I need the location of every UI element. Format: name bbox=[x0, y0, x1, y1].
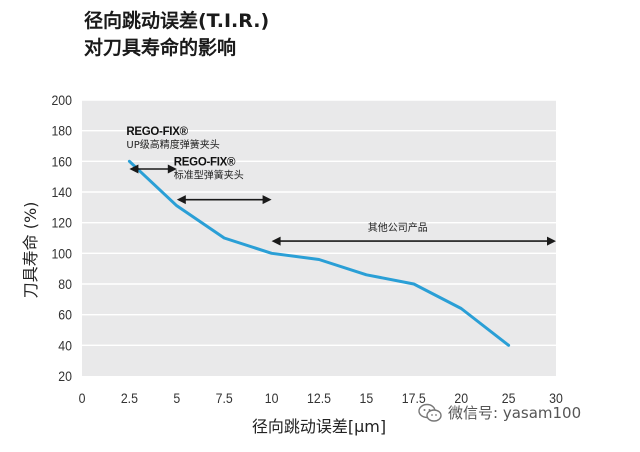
y-tick-label: 160 bbox=[51, 154, 72, 170]
x-axis-label: 径向跳动误差[μm] bbox=[252, 417, 386, 436]
range-arrow-left bbox=[129, 164, 139, 174]
y-tick-label: 140 bbox=[51, 184, 72, 200]
x-tick-label: 2.5 bbox=[121, 390, 138, 406]
annotation-label: 其他公司产品 bbox=[368, 221, 428, 234]
x-tick-label: 17.5 bbox=[402, 390, 426, 406]
x-tick-label: 20 bbox=[454, 390, 468, 406]
y-tick-label: 60 bbox=[58, 307, 72, 323]
plot-background bbox=[82, 100, 556, 376]
x-tick-label: 12.5 bbox=[307, 390, 331, 406]
x-tick-label: 10 bbox=[265, 390, 279, 406]
y-tick-label: 120 bbox=[51, 215, 72, 231]
x-tick-label: 5 bbox=[173, 390, 180, 406]
annotation-label: 标准型弹簧夹头 bbox=[174, 169, 244, 182]
x-tick-label: 0 bbox=[79, 390, 86, 406]
y-tick-label: 100 bbox=[51, 246, 72, 262]
chart-title-line-1: 径向跳动误差(T.I.R.) bbox=[84, 10, 270, 32]
range-arrow-right bbox=[262, 195, 272, 205]
range-arrow-left bbox=[271, 236, 281, 246]
y-tick-label: 80 bbox=[58, 276, 72, 292]
range-arrow-left bbox=[176, 195, 186, 205]
range-arrow-right bbox=[547, 236, 556, 246]
y-tick-label: 200 bbox=[51, 92, 72, 108]
y-tick-label: 40 bbox=[58, 338, 72, 354]
y-tick-label: 180 bbox=[51, 123, 72, 139]
y-tick-label: 20 bbox=[58, 368, 72, 384]
y-axis-label: 刀具寿命 (%) bbox=[21, 202, 40, 299]
chart-title: 径向跳动误差(T.I.R.) 对刀具寿命的影响 bbox=[84, 8, 269, 62]
brand-label: REGO-FIX® bbox=[126, 126, 188, 138]
x-tick-label: 15 bbox=[360, 390, 374, 406]
brand-label: REGO-FIX® bbox=[174, 157, 236, 169]
wechat-icon bbox=[418, 403, 442, 422]
chart-title-line-2: 对刀具寿命的影响 bbox=[84, 37, 237, 59]
annotation-label: UP级高精度弹簧夹头 bbox=[126, 138, 219, 151]
watermark-text: 微信号: yasam100 bbox=[448, 404, 582, 422]
watermark: 微信号: yasam100 bbox=[418, 402, 581, 423]
range-arrow-right bbox=[167, 164, 177, 174]
x-tick-label: 25 bbox=[502, 390, 516, 406]
x-tick-label: 30 bbox=[549, 390, 563, 406]
x-tick-label: 7.5 bbox=[216, 390, 233, 406]
